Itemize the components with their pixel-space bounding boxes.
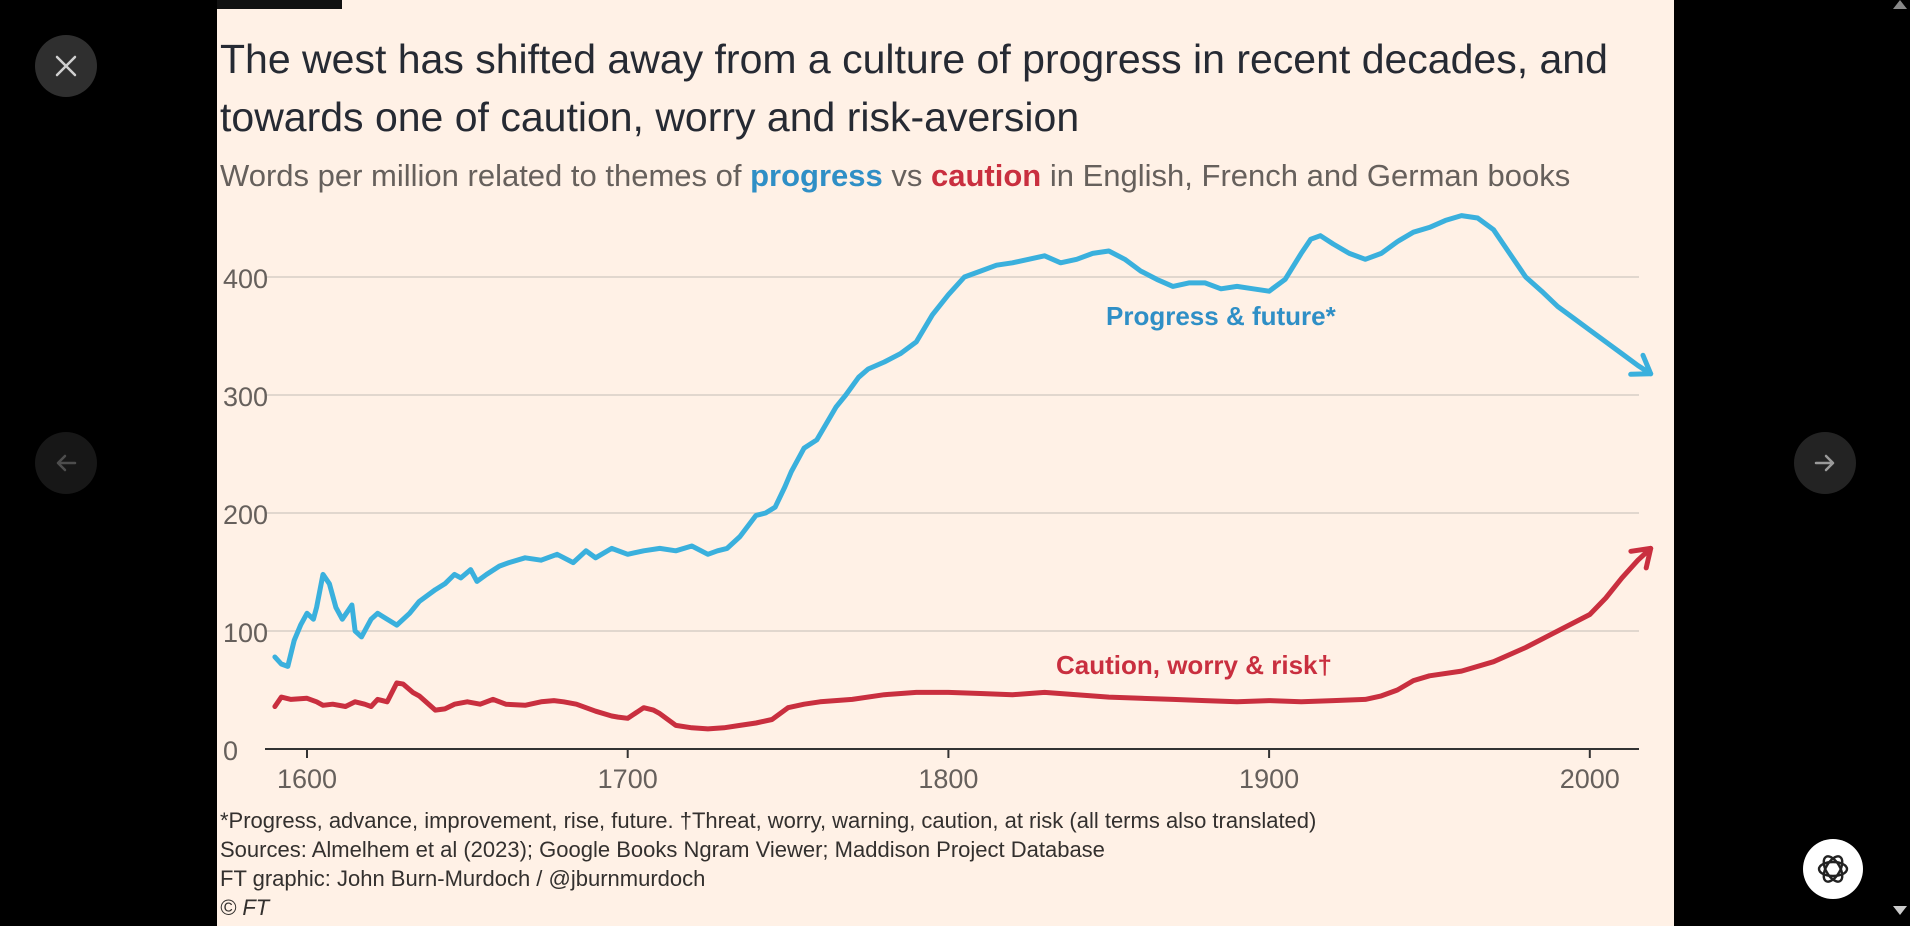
scrollbar-down-arrow[interactable] [1893,906,1907,915]
series-label-caution: Caution, worry & risk† [1056,650,1332,680]
series-line-progress [272,213,1654,669]
close-icon [55,55,77,77]
openai-logo-icon [1817,855,1849,883]
series-line-caution [272,545,1654,732]
x-tick-label-1900: 1900 [1239,764,1299,794]
y-tick-label-300: 300 [223,382,268,412]
subtitle-text-before: Words per million related to themes of [220,158,751,193]
series-arrowhead-caution [1628,545,1654,571]
previous-button[interactable] [35,432,97,494]
subtitle-caution-highlight: caution [931,158,1042,193]
y-tick-label-0: 0 [223,736,238,766]
line-chart: 0 100 200 300 400 1600 1700 1800 1900 2000 Progres… [223,213,1654,794]
footnote-sources: Sources: Almelhem et al (2023); Google B… [220,837,1105,862]
x-tick-label-1600: 1600 [277,764,337,794]
y-tick-label-100: 100 [223,618,268,648]
x-tick-label-1800: 1800 [918,764,978,794]
series-label-progress: Progress & future* [1106,301,1337,331]
scrollbar-up-arrow[interactable] [1893,0,1907,9]
x-tick-label-2000: 2000 [1560,764,1620,794]
series-arrowhead-progress [1628,352,1654,377]
footnote-copyright: © FT [220,895,270,920]
footnote-credit: FT graphic: John Burn-Murdoch / @jburnmu… [220,866,706,891]
arrow-right-icon [1814,454,1835,472]
chart-footer: *Progress, advance, improvement, rise, f… [220,806,1660,922]
subtitle-text-after: in English, French and German books [1041,158,1571,193]
x-tick-label-1700: 1700 [598,764,658,794]
subtitle-text-middle: vs [882,158,932,193]
close-button[interactable] [35,35,97,97]
chart-subtitle: Words per million related to themes of p… [220,156,1660,196]
chart-title: The west has shifted away from a culture… [220,36,1608,140]
assistant-button[interactable] [1803,839,1863,899]
ft-top-bar [217,0,342,9]
y-tick-label-200: 200 [223,500,268,530]
next-button[interactable] [1794,432,1856,494]
y-tick-label-400: 400 [223,264,268,294]
footnote-terms: *Progress, advance, improvement, rise, f… [220,808,1317,833]
arrow-left-icon [56,454,77,472]
subtitle-progress-highlight: progress [750,158,883,193]
chart-card: The west has shifted away from a culture… [217,0,1674,926]
